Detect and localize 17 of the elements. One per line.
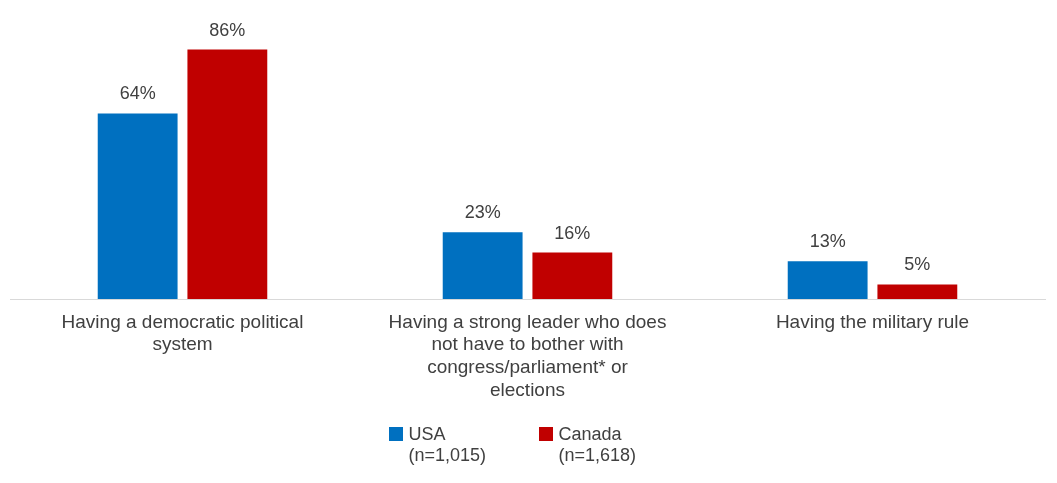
x-tick-label: Having the military rule bbox=[775, 310, 970, 332]
x-tick-label: Having a democratic political system bbox=[61, 310, 304, 355]
data-label: 86% bbox=[209, 19, 246, 40]
data-label: 5% bbox=[904, 254, 931, 275]
legend-label: Canada (n=1,618) bbox=[558, 424, 638, 466]
bar bbox=[187, 49, 268, 299]
legend-label: USA (n=1,015) bbox=[408, 424, 488, 466]
bar bbox=[877, 284, 958, 299]
bar bbox=[787, 261, 868, 299]
data-label: 23% bbox=[464, 202, 501, 223]
bar bbox=[97, 113, 178, 299]
bar bbox=[442, 232, 523, 299]
data-label: 64% bbox=[119, 83, 156, 104]
x-tick-label: Having a strong leader who does not have to bother with congress/parliament* or elections bbox=[388, 310, 667, 401]
data-label: 13% bbox=[809, 231, 846, 252]
data-label: 16% bbox=[554, 222, 591, 243]
bar bbox=[532, 252, 613, 299]
